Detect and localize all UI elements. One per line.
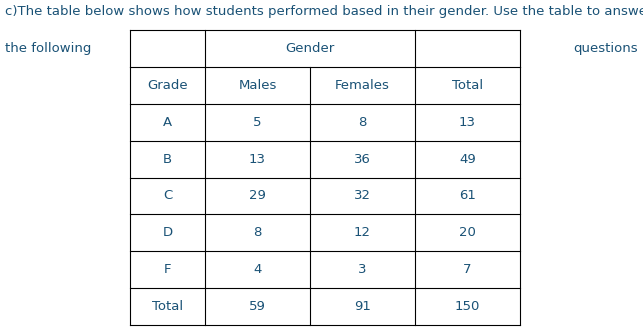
Text: 12: 12 [354, 226, 371, 239]
Text: A: A [163, 116, 172, 129]
Text: 91: 91 [354, 300, 371, 313]
Text: 8: 8 [253, 226, 262, 239]
Text: 59: 59 [249, 300, 266, 313]
Text: Females: Females [335, 79, 390, 92]
Text: 3: 3 [358, 263, 367, 276]
Text: D: D [163, 226, 172, 239]
Text: 8: 8 [358, 116, 367, 129]
Text: 29: 29 [249, 189, 266, 202]
Text: 20: 20 [459, 226, 476, 239]
Text: questions: questions [574, 42, 638, 55]
Text: 13: 13 [459, 116, 476, 129]
Text: Grade: Grade [147, 79, 188, 92]
Text: Males: Males [239, 79, 276, 92]
Text: Gender: Gender [285, 42, 334, 55]
Text: 150: 150 [455, 300, 480, 313]
Text: 61: 61 [459, 189, 476, 202]
Text: 4: 4 [253, 263, 262, 276]
Text: C: C [163, 189, 172, 202]
Text: 49: 49 [459, 153, 476, 166]
Text: Total: Total [152, 300, 183, 313]
Text: 32: 32 [354, 189, 371, 202]
Text: 5: 5 [253, 116, 262, 129]
Text: c)The table below shows how students performed based in their gender. Use the ta: c)The table below shows how students per… [5, 5, 643, 18]
Text: the following: the following [5, 42, 91, 55]
Text: 36: 36 [354, 153, 371, 166]
Text: B: B [163, 153, 172, 166]
Text: 7: 7 [463, 263, 472, 276]
Text: Total: Total [452, 79, 483, 92]
Text: 13: 13 [249, 153, 266, 166]
Text: F: F [164, 263, 171, 276]
